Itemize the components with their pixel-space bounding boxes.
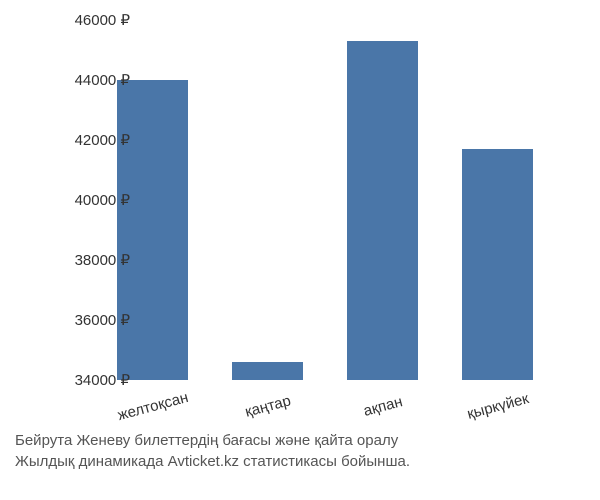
y-tick-label: 40000 ₽ bbox=[75, 191, 130, 209]
y-tick-label: 38000 ₽ bbox=[75, 251, 130, 269]
plot-area bbox=[95, 20, 555, 380]
y-tick-label: 36000 ₽ bbox=[75, 311, 130, 329]
caption-line-2: Жылдық динамикада Avticket.kz статистика… bbox=[15, 451, 410, 472]
y-tick-label: 44000 ₽ bbox=[75, 71, 130, 89]
x-tick-label: қаңтар bbox=[243, 392, 292, 420]
bar bbox=[117, 80, 188, 380]
x-tick-label: ақпан bbox=[361, 393, 404, 420]
y-tick-label: 42000 ₽ bbox=[75, 131, 130, 149]
caption-line-1: Бейрута Женеву билеттердің бағасы және қ… bbox=[15, 430, 410, 451]
bar bbox=[347, 41, 418, 380]
x-tick-label: қыркүйек bbox=[465, 390, 530, 423]
y-tick-label: 46000 ₽ bbox=[75, 11, 130, 29]
bar bbox=[462, 149, 533, 380]
y-tick-label: 34000 ₽ bbox=[75, 371, 130, 389]
bar bbox=[232, 362, 303, 380]
chart-container: 34000 ₽ 36000 ₽ 38000 ₽ 40000 ₽ 42000 ₽ 44000… bbox=[0, 0, 600, 500]
chart-caption: Бейрута Женеву билеттердің бағасы және қ… bbox=[15, 430, 410, 472]
x-tick-label: желтоқсан bbox=[115, 389, 189, 424]
